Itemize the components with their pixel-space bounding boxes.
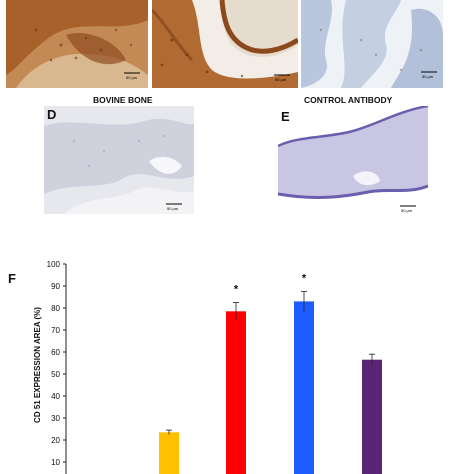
panel-letter-f: F [8,271,16,286]
chart-y-ticks: 10 20 30 40 50 60 70 80 90 100 [47,260,66,467]
bar [362,359,382,474]
y-tick-label: 30 [51,414,60,423]
significance-marker: * [234,284,239,296]
chart-significance: ** [234,273,307,296]
significance-marker: * [302,273,307,285]
y-tick-label: 50 [51,370,60,379]
y-tick-label: 90 [51,282,60,291]
micrograph-bovine-bone: 50 µm [44,106,194,214]
bar [159,432,179,474]
micrograph-top-right: 50 µm [301,0,443,88]
scale-bar-label: 50 µm [401,208,413,213]
scale-bar-label: 50 µm [275,77,287,82]
y-tick-label: 10 [51,458,60,467]
bar [294,301,314,474]
scale-bar-label: 50 µm [167,206,179,211]
caption-bovine-bone: BOVINE BONE [93,95,153,105]
y-tick-label: 70 [51,326,60,335]
chart-bars [159,291,382,474]
y-tick-label: 80 [51,304,60,313]
micrograph-control-antibody: 50 µm [278,106,428,214]
micrograph-top-left: 50 µm [6,0,148,88]
y-axis-title: CD 51 EXPRESSION AREA (%) [33,307,42,423]
panel-letter-d-overlay: D [47,107,57,122]
panel-letter-e: E [281,109,290,124]
scale-bar-label: 50 µm [422,74,434,79]
scale-bar-label: 50 µm [126,75,138,80]
y-tick-label: 40 [51,392,60,401]
caption-control-antibody: CONTROL ANTIBODY [304,95,393,105]
micrograph-top-middle: 50 µm [152,0,298,88]
y-tick-label: 100 [47,260,61,269]
y-tick-label: 60 [51,348,60,357]
bar [226,311,246,474]
y-tick-label: 20 [51,436,60,445]
